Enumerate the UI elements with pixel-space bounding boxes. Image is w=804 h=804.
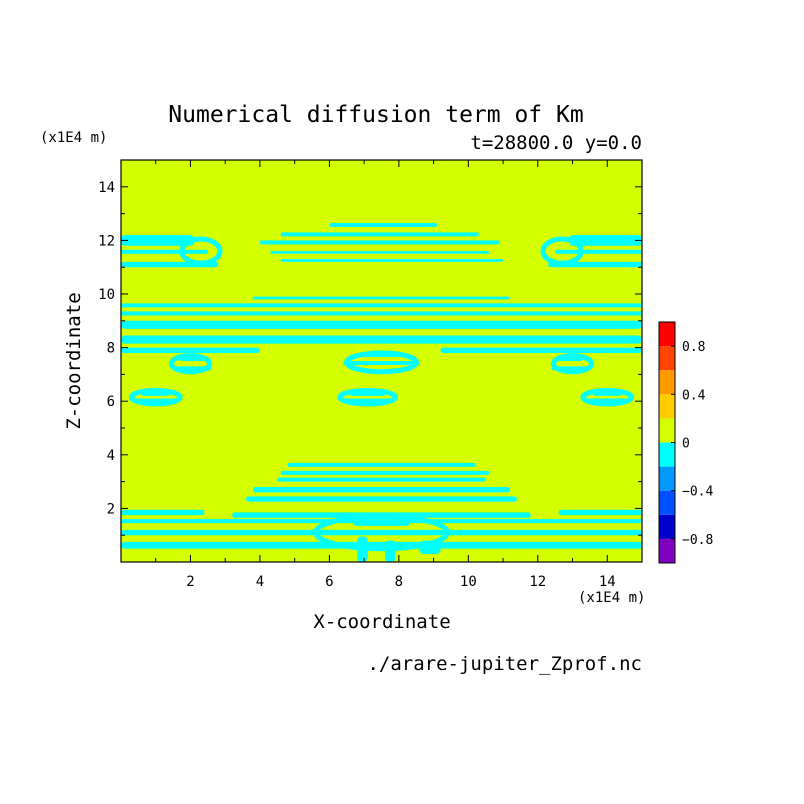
chart-subtitle: t=28800.0 y=0.0 <box>470 132 642 154</box>
contour-region <box>121 541 642 549</box>
x-tick-label: 6 <box>325 574 333 590</box>
contour-region <box>121 529 642 536</box>
contour-region <box>179 236 223 266</box>
contour-region <box>550 353 595 375</box>
contour-region <box>280 232 479 237</box>
contour-region <box>121 249 208 254</box>
colorbar-swatch <box>659 346 675 371</box>
contour-region <box>344 350 419 375</box>
colorbar-swatch <box>659 370 675 395</box>
contour-region <box>252 486 511 493</box>
x-tick-label: 14 <box>599 574 616 590</box>
y-axis-label: Z-coordinate <box>63 292 85 429</box>
contour-region <box>329 222 438 227</box>
contour-region <box>558 509 642 516</box>
y-unit-label: (x1E4 m) <box>40 130 107 146</box>
colorbar: −0.8 −0.4 0 0.4 0.8 <box>658 321 713 564</box>
colorbar-tick-label: 0.4 <box>682 388 706 403</box>
x-tick-label: 2 <box>186 574 194 590</box>
contour-regions <box>121 222 642 562</box>
colorbar-swatch <box>659 514 675 539</box>
contour-region <box>128 387 183 407</box>
x-tick-label: 10 <box>460 574 477 590</box>
contour-region <box>270 251 490 254</box>
y-tick-label: 14 <box>98 180 115 196</box>
y-tick-label: 8 <box>107 341 115 357</box>
axis-ticks: 2 4 6 8 10 12 14 2 4 6 8 10 12 14 <box>98 160 642 590</box>
contour-region <box>259 240 500 245</box>
colorbar-tick-label: −0.8 <box>682 533 713 548</box>
contour-region <box>121 303 642 308</box>
contour-region <box>287 462 476 467</box>
contour-region <box>343 361 420 366</box>
contour-region <box>121 311 642 316</box>
colorbar-swatch <box>659 490 675 515</box>
contour-region <box>252 296 511 300</box>
colorbar-swatch <box>659 466 675 491</box>
contour-region <box>353 521 410 526</box>
x-tick-label: 12 <box>529 574 546 590</box>
contour-region <box>121 320 642 329</box>
colorbar-swatch <box>659 442 675 467</box>
contour-region <box>440 347 642 353</box>
colorbar-tick-label: 0 <box>682 437 690 452</box>
y-tick-label: 2 <box>107 501 115 517</box>
contour-region <box>313 513 450 552</box>
contour-region <box>337 387 398 407</box>
x-axis-label: X-coordinate <box>313 611 450 633</box>
contour-region <box>580 387 635 407</box>
colorbar-swatch <box>659 322 675 347</box>
contour-region <box>168 353 213 375</box>
contour-region <box>277 477 486 482</box>
contour-region <box>121 335 642 344</box>
chart-title: Numerical diffusion term of Km <box>168 102 583 128</box>
contour-region <box>555 249 642 254</box>
contour-region <box>121 519 642 524</box>
colorbar-tick-label: 0.8 <box>682 340 705 355</box>
x-tick-label: 8 <box>395 574 403 590</box>
contour-region <box>569 235 642 246</box>
colorbar-swatch <box>659 418 675 443</box>
contour-region <box>384 540 396 562</box>
contour-region <box>121 509 205 516</box>
contour-region <box>280 259 504 262</box>
contour-region <box>121 235 194 246</box>
x-tick-label: 4 <box>256 574 264 590</box>
colorbar-tick-label: −0.4 <box>682 485 713 500</box>
y-tick-label: 10 <box>98 287 115 303</box>
colorbar-swatch <box>659 538 675 563</box>
footer-filename: ./arare-jupiter_Zprof.nc <box>367 653 642 675</box>
y-tick-label: 4 <box>107 448 115 464</box>
contour-region <box>246 496 517 502</box>
colorbar-swatch <box>659 394 675 419</box>
contour-region <box>280 470 490 475</box>
y-tick-label: 6 <box>107 394 115 410</box>
x-unit-label: (x1E4 m) <box>578 590 645 606</box>
plot-frame <box>120 159 643 563</box>
contour-region <box>540 236 584 266</box>
contour-region <box>121 347 260 353</box>
y-tick-label: 12 <box>98 233 115 249</box>
